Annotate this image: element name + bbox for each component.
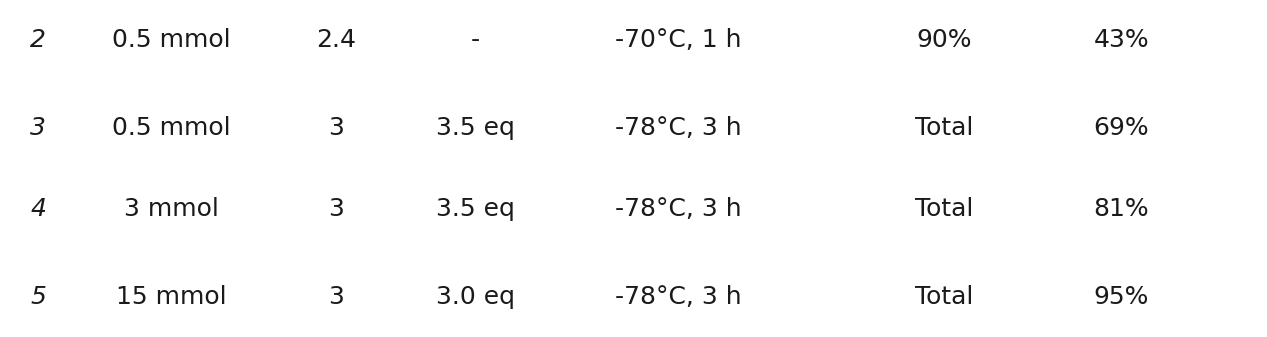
Text: 95%: 95% — [1093, 284, 1149, 309]
Text: -70°C, 1 h: -70°C, 1 h — [614, 28, 741, 53]
Text: -: - — [470, 28, 480, 53]
Text: 81%: 81% — [1093, 197, 1149, 221]
Text: 3.5 eq: 3.5 eq — [436, 116, 514, 140]
Text: 69%: 69% — [1093, 116, 1149, 140]
Text: 15 mmol: 15 mmol — [115, 284, 227, 309]
Text: 4: 4 — [30, 197, 46, 221]
Text: 90%: 90% — [916, 28, 972, 53]
Text: Total: Total — [915, 284, 973, 309]
Text: 43%: 43% — [1093, 28, 1149, 53]
Text: 0.5 mmol: 0.5 mmol — [111, 116, 231, 140]
Text: 3.0 eq: 3.0 eq — [436, 284, 514, 309]
Text: Total: Total — [915, 197, 973, 221]
Text: 3 mmol: 3 mmol — [124, 197, 218, 221]
Text: 3.5 eq: 3.5 eq — [436, 197, 514, 221]
Text: 2: 2 — [30, 28, 46, 53]
Text: -78°C, 3 h: -78°C, 3 h — [614, 284, 741, 309]
Text: -78°C, 3 h: -78°C, 3 h — [614, 197, 741, 221]
Text: 0.5 mmol: 0.5 mmol — [111, 28, 231, 53]
Text: Total: Total — [915, 116, 973, 140]
Text: -78°C, 3 h: -78°C, 3 h — [614, 116, 741, 140]
Text: 3: 3 — [328, 197, 343, 221]
Text: 2.4: 2.4 — [315, 28, 356, 53]
Text: 3: 3 — [328, 284, 343, 309]
Text: 3: 3 — [30, 116, 46, 140]
Text: 3: 3 — [328, 116, 343, 140]
Text: 5: 5 — [30, 284, 46, 309]
